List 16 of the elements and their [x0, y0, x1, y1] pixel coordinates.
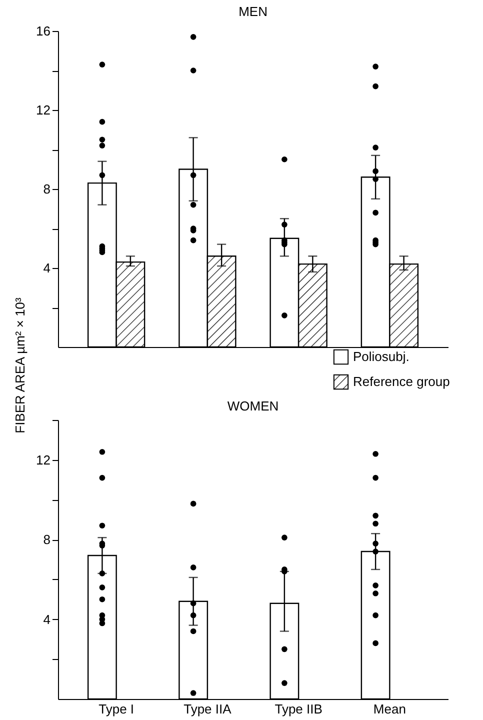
y-tick-label: 4	[43, 612, 50, 627]
x-tick-label: Type I	[98, 702, 134, 716]
x-tick-label: Mean	[373, 702, 406, 716]
chart-title: WOMEN	[227, 398, 279, 414]
x-tick-label: Type IIA	[184, 702, 232, 716]
y-tick-label: 4	[43, 260, 50, 276]
legend-label: Reference group	[353, 374, 450, 389]
y-tick-label: 16	[36, 24, 50, 38]
chart-title: MEN	[238, 4, 268, 19]
y-tick-label: 8	[43, 532, 50, 548]
y-tick-label: 8	[43, 182, 50, 196]
y-axis-title: FIBER AREA µm² × 10³	[12, 296, 28, 434]
legend-label: Poliosubj.	[353, 349, 410, 364]
y-tick-label: 12	[36, 452, 50, 468]
x-tick-label: Type IIB	[274, 702, 322, 716]
y-tick-label: 12	[36, 102, 50, 118]
